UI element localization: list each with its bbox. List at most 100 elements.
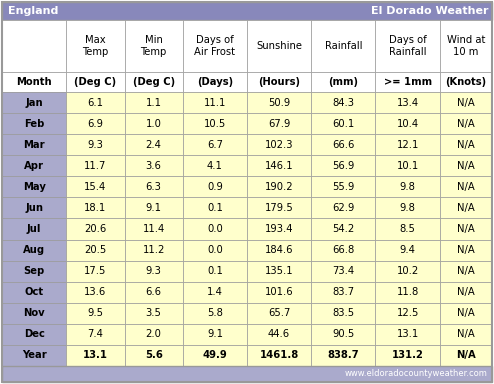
Bar: [311, 92, 375, 113]
Bar: [66, 176, 124, 197]
Text: 101.6: 101.6: [265, 287, 293, 297]
Bar: [2, 197, 66, 218]
Text: 84.3: 84.3: [332, 98, 354, 108]
Bar: [440, 261, 492, 282]
Text: >= 1mm: >= 1mm: [383, 77, 432, 87]
Bar: [311, 134, 375, 155]
Text: 193.4: 193.4: [265, 224, 293, 234]
Bar: [2, 324, 66, 345]
Bar: [375, 261, 440, 282]
Text: www.eldoradocountyweather.com: www.eldoradocountyweather.com: [345, 369, 488, 379]
Bar: [2, 92, 66, 113]
Text: 3.5: 3.5: [146, 308, 162, 318]
Bar: [440, 240, 492, 261]
Text: Days of
Rainfall: Days of Rainfall: [389, 35, 426, 57]
Text: Jun: Jun: [25, 203, 43, 213]
Bar: [2, 72, 66, 92]
Text: 9.1: 9.1: [146, 203, 162, 213]
Bar: [183, 20, 247, 72]
Bar: [2, 155, 66, 176]
Bar: [247, 20, 311, 72]
Text: 20.5: 20.5: [84, 245, 107, 255]
Text: 11.8: 11.8: [397, 287, 419, 297]
Bar: [66, 218, 124, 240]
Text: N/A: N/A: [456, 351, 476, 361]
Text: 146.1: 146.1: [265, 161, 293, 171]
Bar: [247, 240, 311, 261]
Text: N/A: N/A: [457, 266, 475, 276]
Bar: [440, 345, 492, 366]
Text: 54.2: 54.2: [332, 224, 355, 234]
Text: 90.5: 90.5: [332, 329, 355, 339]
Bar: [66, 155, 124, 176]
Text: 11.7: 11.7: [84, 161, 107, 171]
Bar: [247, 345, 311, 366]
Text: 9.5: 9.5: [87, 308, 103, 318]
Bar: [311, 218, 375, 240]
Text: Rainfall: Rainfall: [325, 41, 362, 51]
Text: 1.0: 1.0: [146, 119, 162, 129]
Text: Jan: Jan: [25, 98, 43, 108]
Bar: [66, 261, 124, 282]
Text: 10.1: 10.1: [397, 161, 419, 171]
Bar: [183, 240, 247, 261]
Bar: [375, 324, 440, 345]
Bar: [183, 134, 247, 155]
Text: Min
Temp: Min Temp: [140, 35, 167, 57]
Bar: [183, 218, 247, 240]
Text: (Knots): (Knots): [445, 77, 487, 87]
Bar: [2, 218, 66, 240]
Text: 5.6: 5.6: [145, 351, 163, 361]
Bar: [2, 261, 66, 282]
Bar: [440, 72, 492, 92]
Bar: [247, 303, 311, 324]
Text: (Deg C): (Deg C): [74, 77, 117, 87]
Text: N/A: N/A: [457, 182, 475, 192]
Text: 5.8: 5.8: [207, 308, 223, 318]
Text: 9.8: 9.8: [400, 203, 415, 213]
Bar: [440, 218, 492, 240]
Bar: [183, 197, 247, 218]
Bar: [66, 197, 124, 218]
Text: 0.0: 0.0: [207, 224, 223, 234]
Text: 17.5: 17.5: [84, 266, 107, 276]
Text: 2.4: 2.4: [146, 140, 162, 150]
Text: 11.2: 11.2: [142, 245, 165, 255]
Text: 9.3: 9.3: [87, 140, 103, 150]
Text: Oct: Oct: [25, 287, 43, 297]
Bar: [124, 20, 183, 72]
Bar: [183, 72, 247, 92]
Bar: [124, 303, 183, 324]
Text: 13.1: 13.1: [83, 351, 108, 361]
Text: N/A: N/A: [457, 329, 475, 339]
Bar: [375, 240, 440, 261]
Bar: [440, 92, 492, 113]
Bar: [66, 240, 124, 261]
Text: 50.9: 50.9: [268, 98, 290, 108]
Bar: [66, 282, 124, 303]
Bar: [375, 282, 440, 303]
Bar: [311, 20, 375, 72]
Text: 83.5: 83.5: [332, 308, 354, 318]
Bar: [311, 282, 375, 303]
Text: 73.4: 73.4: [332, 266, 354, 276]
Text: 190.2: 190.2: [265, 182, 293, 192]
Text: 66.8: 66.8: [332, 245, 355, 255]
Bar: [311, 345, 375, 366]
Text: Dec: Dec: [24, 329, 44, 339]
Text: 1.4: 1.4: [207, 287, 223, 297]
Bar: [311, 261, 375, 282]
Bar: [440, 134, 492, 155]
Bar: [247, 218, 311, 240]
Text: England: England: [8, 6, 58, 16]
Bar: [375, 134, 440, 155]
Bar: [2, 113, 66, 134]
Text: (Hours): (Hours): [258, 77, 300, 87]
Text: 6.1: 6.1: [87, 98, 103, 108]
Text: 56.9: 56.9: [332, 161, 355, 171]
Bar: [183, 155, 247, 176]
Text: 10.5: 10.5: [204, 119, 226, 129]
Text: 184.6: 184.6: [265, 245, 293, 255]
Text: Sunshine: Sunshine: [256, 41, 302, 51]
Text: 6.3: 6.3: [146, 182, 162, 192]
